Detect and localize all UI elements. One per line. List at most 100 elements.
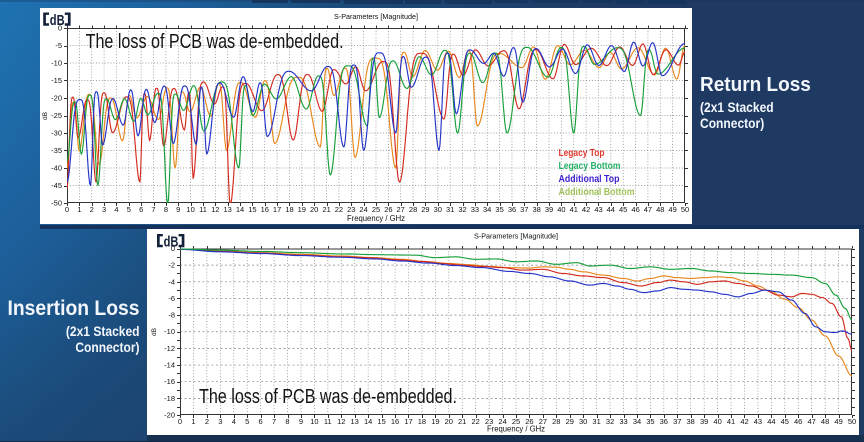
svg-text:2: 2: [90, 205, 94, 214]
svg-text:37: 37: [673, 417, 681, 426]
svg-text:dB: dB: [151, 328, 158, 336]
svg-text:5: 5: [127, 205, 131, 214]
svg-text:dB: dB: [42, 112, 49, 120]
svg-text:19: 19: [298, 205, 306, 214]
svg-text:49: 49: [834, 417, 842, 426]
svg-text:The loss of PCB was de-embedde: The loss of PCB was de-embedded.: [199, 386, 457, 408]
svg-text:8: 8: [164, 205, 168, 214]
svg-text:46: 46: [631, 205, 639, 214]
svg-text:49: 49: [668, 205, 676, 214]
svg-text:-14: -14: [164, 361, 175, 370]
svg-text:31: 31: [446, 205, 454, 214]
svg-text:Additional Top: Additional Top: [559, 174, 620, 185]
svg-text:18: 18: [418, 417, 426, 426]
svg-text:30: 30: [434, 205, 442, 214]
svg-text:2: 2: [205, 417, 209, 426]
svg-text:44: 44: [767, 417, 775, 426]
svg-text:-45: -45: [51, 181, 62, 190]
svg-text:-20: -20: [51, 94, 62, 103]
svg-text:41: 41: [570, 205, 578, 214]
svg-text:33: 33: [619, 417, 627, 426]
svg-text:21: 21: [458, 417, 466, 426]
svg-text:34: 34: [633, 417, 641, 426]
svg-text:-6: -6: [168, 294, 175, 303]
svg-text:43: 43: [594, 205, 602, 214]
svg-text:0: 0: [178, 417, 182, 426]
svg-text:23: 23: [485, 417, 493, 426]
svg-text:Additional Bottom: Additional Bottom: [559, 187, 635, 198]
svg-text:47: 47: [808, 417, 816, 426]
svg-text:3: 3: [218, 417, 222, 426]
svg-text:42: 42: [740, 417, 748, 426]
svg-text:1: 1: [77, 205, 81, 214]
svg-text:9: 9: [176, 205, 180, 214]
svg-text:10: 10: [186, 205, 194, 214]
svg-text:50: 50: [848, 417, 856, 426]
svg-text:36: 36: [508, 205, 516, 214]
svg-text:19: 19: [431, 417, 439, 426]
svg-text:12: 12: [337, 417, 345, 426]
svg-text:35: 35: [646, 417, 654, 426]
svg-text:dB: dB: [50, 12, 65, 29]
svg-text:50: 50: [681, 205, 689, 214]
svg-text:-8: -8: [168, 311, 175, 320]
svg-text:22: 22: [335, 205, 343, 214]
svg-text:38: 38: [687, 417, 695, 426]
svg-text:7: 7: [151, 205, 155, 214]
svg-text:3: 3: [102, 205, 106, 214]
svg-text:43: 43: [754, 417, 762, 426]
svg-text:20: 20: [310, 205, 318, 214]
svg-text:-4: -4: [168, 277, 175, 286]
svg-text:-35: -35: [51, 146, 62, 155]
svg-text:20: 20: [445, 417, 453, 426]
svg-text:Legacy Top: Legacy Top: [559, 148, 605, 159]
svg-text:31: 31: [592, 417, 600, 426]
svg-text:32: 32: [606, 417, 614, 426]
svg-text:S-Parameters [Magnitude]: S-Parameters [Magnitude]: [334, 14, 418, 21]
svg-text:-25: -25: [51, 111, 62, 120]
svg-text:-15: -15: [51, 76, 62, 85]
svg-text:26: 26: [525, 417, 533, 426]
svg-text:45: 45: [781, 417, 789, 426]
svg-text:7: 7: [272, 417, 276, 426]
svg-text:33: 33: [471, 205, 479, 214]
svg-text:0: 0: [58, 24, 62, 33]
svg-text:36: 36: [660, 417, 668, 426]
svg-text:12: 12: [211, 205, 219, 214]
svg-text:5: 5: [245, 417, 249, 426]
svg-text:35: 35: [495, 205, 503, 214]
svg-text:The loss of PCB was de-embedde: The loss of PCB was de-embedded.: [86, 31, 344, 53]
svg-text:-16: -16: [164, 377, 175, 386]
svg-text:14: 14: [364, 417, 372, 426]
svg-text:Frequency / GHz: Frequency / GHz: [347, 214, 405, 223]
svg-text:11: 11: [324, 417, 332, 426]
svg-text:17: 17: [273, 205, 281, 214]
svg-text:16: 16: [261, 205, 269, 214]
svg-text:27: 27: [397, 205, 405, 214]
svg-text:-50: -50: [51, 199, 62, 208]
svg-text:40: 40: [557, 205, 565, 214]
svg-text:13: 13: [224, 205, 232, 214]
svg-text:Frequency / GHz: Frequency / GHz: [487, 425, 545, 434]
svg-text:-5: -5: [55, 41, 62, 50]
svg-text:-2: -2: [168, 261, 175, 270]
svg-text:24: 24: [498, 417, 506, 426]
svg-text:29: 29: [566, 417, 574, 426]
svg-text:-30: -30: [51, 129, 62, 138]
svg-text:4: 4: [114, 205, 118, 214]
svg-text:6: 6: [139, 205, 143, 214]
svg-text:18: 18: [285, 205, 293, 214]
svg-text:48: 48: [656, 205, 664, 214]
svg-text:29: 29: [421, 205, 429, 214]
svg-text:16: 16: [391, 417, 399, 426]
svg-text:38: 38: [533, 205, 541, 214]
svg-text:30: 30: [579, 417, 587, 426]
svg-text:15: 15: [248, 205, 256, 214]
svg-text:28: 28: [409, 205, 417, 214]
svg-text:32: 32: [458, 205, 466, 214]
svg-text:Legacy Bottom: Legacy Bottom: [559, 161, 621, 172]
svg-text:6: 6: [259, 417, 263, 426]
svg-text:0: 0: [65, 205, 69, 214]
svg-text:8: 8: [285, 417, 289, 426]
svg-text:48: 48: [821, 417, 829, 426]
